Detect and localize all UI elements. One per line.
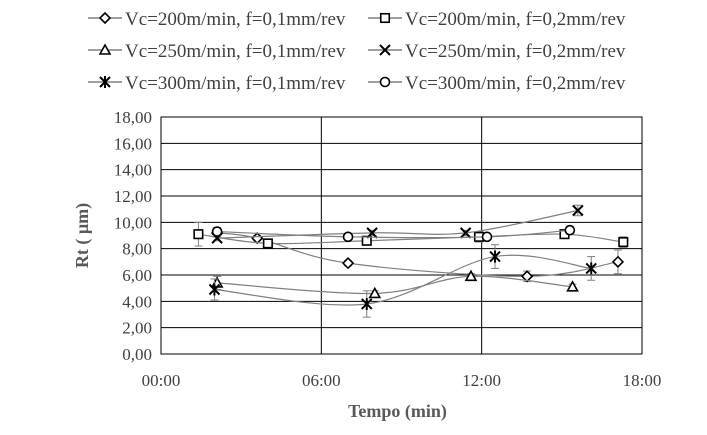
data-point-star xyxy=(489,250,501,263)
x-axis-title: Tempo (min) xyxy=(348,401,447,422)
data-point-star xyxy=(585,262,597,275)
legend-label: Vc=200m/min, f=0,1mm/rev xyxy=(125,9,346,30)
data-point-diamond xyxy=(251,232,264,245)
data-point-x xyxy=(366,227,378,239)
y-tick-label: 2,00 xyxy=(122,319,152,338)
series-line xyxy=(217,275,573,295)
data-point-square xyxy=(618,237,629,248)
plot-frame xyxy=(160,116,643,355)
legend-marker-x xyxy=(379,44,391,56)
data-point-x xyxy=(572,204,584,217)
data-point-circle xyxy=(564,224,576,236)
data-point-circle xyxy=(481,231,493,243)
y-tick-label: 18,00 xyxy=(114,108,152,127)
data-point-square xyxy=(361,235,372,246)
legend-marker-circle xyxy=(379,76,391,88)
legend-marker-square xyxy=(379,12,391,24)
legend-marker-triangle xyxy=(98,43,112,55)
data-point-star xyxy=(361,297,373,310)
legend-label: Vc=200m/min, f=0,2mm/rev xyxy=(405,9,626,30)
legend-label: Vc=300m/min, f=0,2mm/rev xyxy=(405,73,626,94)
data-point-triangle xyxy=(566,280,579,292)
series-line xyxy=(217,229,570,239)
data-point-circle xyxy=(211,226,223,237)
x-tick-label: 18:00 xyxy=(623,371,662,390)
data-point-star xyxy=(208,283,221,296)
data-point-circle xyxy=(342,231,354,243)
y-tick-label: 16,00 xyxy=(114,134,152,153)
legend-marker-star xyxy=(99,76,111,88)
data-point-x xyxy=(459,227,472,239)
y-tick-label: 12,00 xyxy=(114,187,152,206)
data-point-triangle xyxy=(368,286,382,299)
data-point-diamond xyxy=(611,255,625,268)
x-tick-label: 06:00 xyxy=(302,371,341,390)
legend-label: Vc=300m/min, f=0,1mm/rev xyxy=(125,73,346,94)
x-tick-label: 12:00 xyxy=(462,371,501,390)
legend-marker-diamond xyxy=(98,11,112,25)
series-line xyxy=(214,254,592,306)
data-point-square xyxy=(193,229,204,240)
y-tick-label: 10,00 xyxy=(114,213,152,232)
y-tick-label: 8,00 xyxy=(122,240,152,259)
legend-label: Vc=250m/min, f=0,1mm/rev xyxy=(125,41,346,62)
series-line xyxy=(217,209,578,239)
y-axis-title: Rt ( µm) xyxy=(72,203,93,268)
data-point-diamond xyxy=(520,270,534,283)
y-tick-label: 6,00 xyxy=(122,266,152,285)
y-tick-label: 0,00 xyxy=(122,345,152,364)
data-point-diamond xyxy=(341,257,355,270)
y-tick-label: 14,00 xyxy=(114,161,152,180)
data-point-triangle xyxy=(464,269,478,282)
y-tick-label: 4,00 xyxy=(122,292,152,311)
x-tick-label: 00:00 xyxy=(142,371,181,390)
data-point-square xyxy=(262,238,273,249)
legend-label: Vc=250m/min, f=0,2mm/rev xyxy=(405,41,626,62)
